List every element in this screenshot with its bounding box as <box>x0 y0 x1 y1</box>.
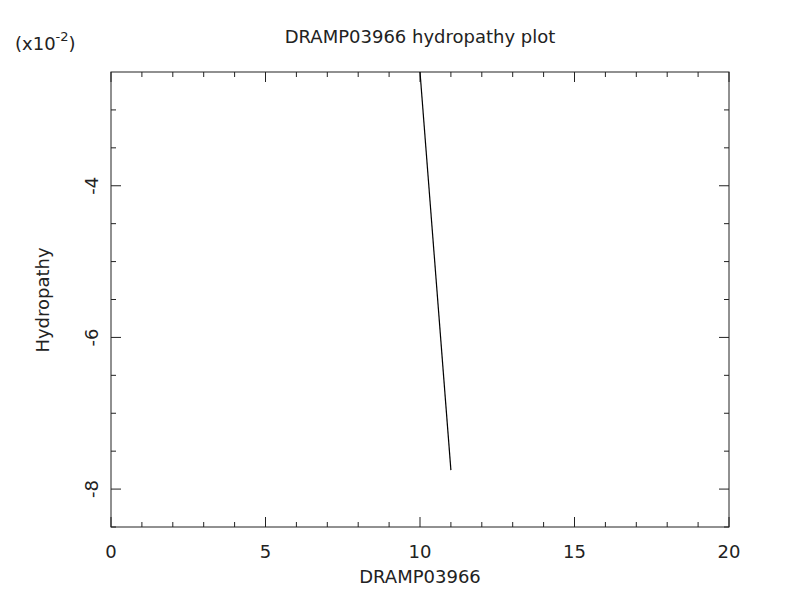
y-tick <box>724 299 729 300</box>
x-tick <box>698 72 699 77</box>
y-tick <box>111 337 121 338</box>
y-axis-label: Hydropathy <box>32 247 53 353</box>
x-tick <box>296 72 297 77</box>
x-tick <box>512 522 513 527</box>
x-tick <box>574 517 575 527</box>
data-line <box>420 72 451 470</box>
y-tick <box>111 109 116 110</box>
x-tick <box>203 522 204 527</box>
x-tick <box>111 72 112 82</box>
y-tick <box>111 261 116 262</box>
x-tick <box>543 72 544 77</box>
x-tick-label: 0 <box>105 541 116 562</box>
y-tick <box>724 109 729 110</box>
y-tick <box>111 147 116 148</box>
x-tick <box>141 72 142 77</box>
x-tick <box>574 72 575 82</box>
x-tick <box>141 522 142 527</box>
x-tick <box>481 522 482 527</box>
plot-frame <box>111 72 729 527</box>
multiplier-base: (x10 <box>15 33 56 54</box>
x-tick <box>543 522 544 527</box>
plot-area <box>420 72 451 470</box>
y-tick <box>719 337 729 338</box>
x-axis-label: DRAMP03966 <box>359 566 481 587</box>
x-tick <box>389 72 390 77</box>
x-tick <box>234 72 235 77</box>
x-tick-label: 20 <box>718 541 741 562</box>
y-tick <box>724 147 729 148</box>
y-tick <box>111 451 116 452</box>
x-tick <box>636 522 637 527</box>
x-tick <box>327 522 328 527</box>
x-tick <box>111 517 112 527</box>
x-tick <box>512 72 513 77</box>
x-tick <box>450 522 451 527</box>
y-tick <box>111 489 121 490</box>
x-tick <box>605 72 606 77</box>
y-tick <box>724 451 729 452</box>
x-tick <box>203 72 204 77</box>
y-multiplier: (x10-2) <box>15 29 76 54</box>
x-tick <box>234 522 235 527</box>
x-tick <box>481 72 482 77</box>
y-tick-label: -4 <box>81 177 102 195</box>
title: DRAMP03966 hydropathy plot <box>285 26 556 47</box>
x-tick <box>296 522 297 527</box>
chart: 0 5 10 15 20 -8 -6 -4 DRAMP03966 hydropathy plot… <box>0 0 800 600</box>
y-tick-label: -6 <box>81 328 102 346</box>
x-tick <box>667 72 668 77</box>
y-tick <box>111 185 121 186</box>
x-tick <box>358 72 359 77</box>
y-tick <box>724 527 729 528</box>
x-tick <box>698 522 699 527</box>
x-tick <box>729 72 730 82</box>
y-tick <box>111 413 116 414</box>
y-tick <box>111 223 116 224</box>
y-tick-label: -8 <box>81 480 102 498</box>
x-tick-label: 10 <box>409 541 432 562</box>
x-tick <box>420 517 421 527</box>
x-tick <box>729 517 730 527</box>
x-tick <box>172 522 173 527</box>
x-tick <box>327 72 328 77</box>
y-tick <box>724 261 729 262</box>
y-tick <box>719 489 729 490</box>
y-tick <box>724 413 729 414</box>
y-tick <box>111 527 116 528</box>
y-tick <box>719 185 729 186</box>
y-tick <box>724 375 729 376</box>
x-tick <box>450 72 451 77</box>
multiplier-exponent: -2 <box>56 29 69 44</box>
x-tick <box>667 522 668 527</box>
y-tick <box>111 299 116 300</box>
x-tick <box>389 522 390 527</box>
x-tick <box>605 522 606 527</box>
x-tick <box>358 522 359 527</box>
x-tick <box>265 517 266 527</box>
y-tick <box>111 375 116 376</box>
multiplier-close: ) <box>69 33 76 54</box>
x-tick-label: 5 <box>260 541 271 562</box>
x-tick-label: 15 <box>563 541 586 562</box>
x-tick <box>265 72 266 82</box>
y-tick <box>724 223 729 224</box>
x-tick <box>172 72 173 77</box>
x-tick <box>636 72 637 77</box>
